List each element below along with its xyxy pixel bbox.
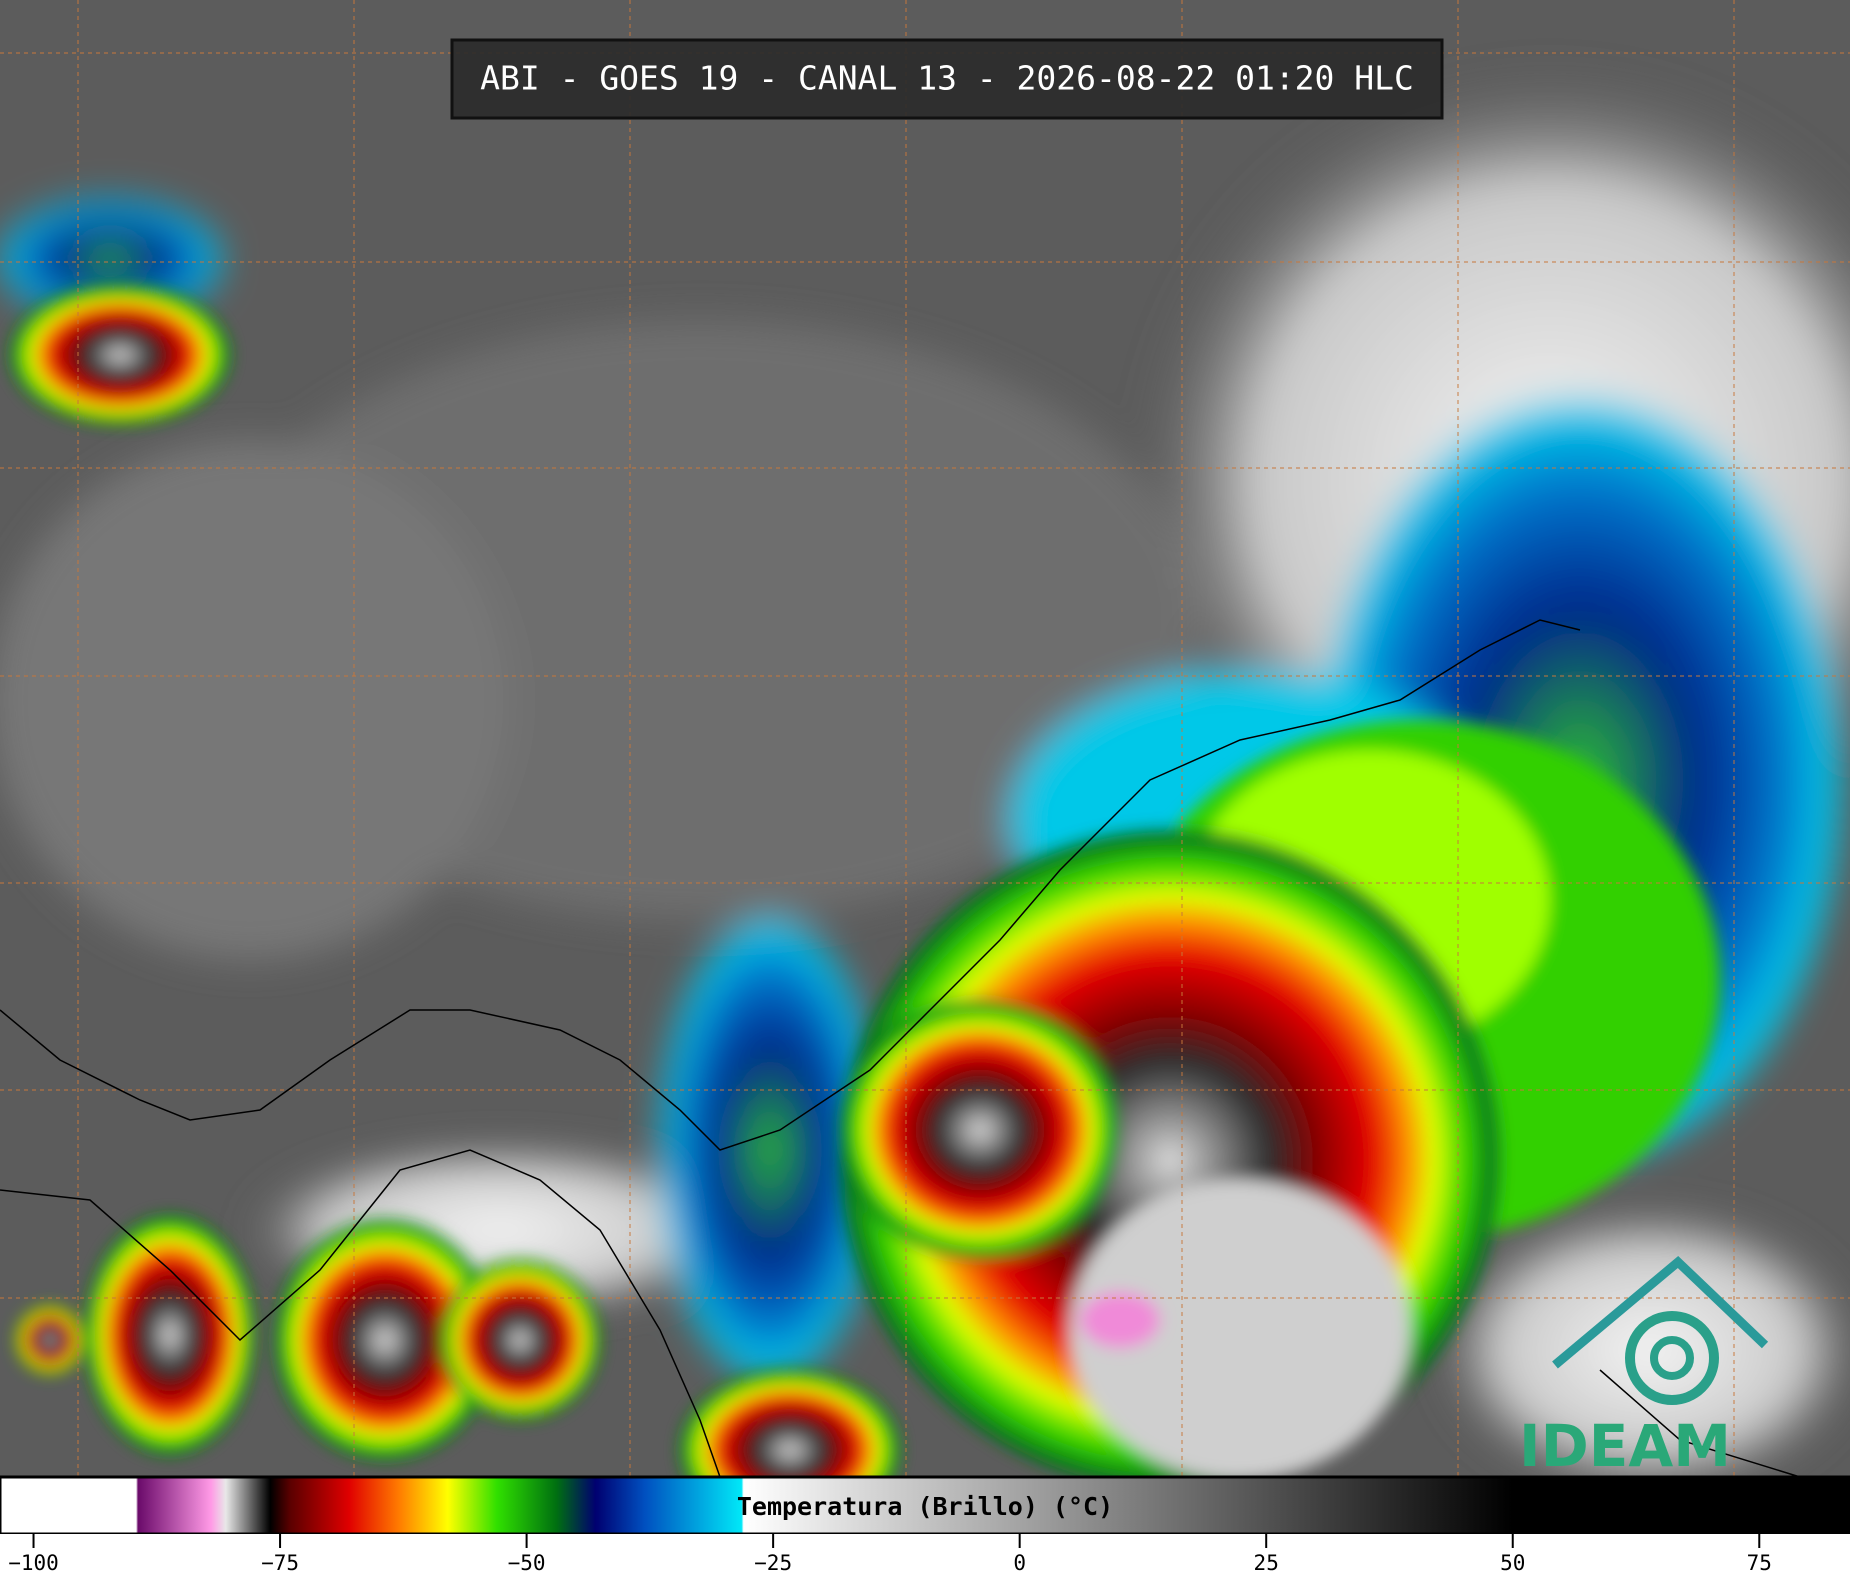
title: ABI - GOES 19 - CANAL 13 - 2026-08-22 01… [480,59,1414,98]
logo-text: IDEAM [1519,1412,1731,1480]
x-tick-label: −25 [754,1551,792,1575]
x-tick-label: −50 [508,1551,546,1575]
x-tick-label: 0 [1013,1551,1026,1575]
x-tick-label: 25 [1254,1551,1279,1575]
x-tick-label: −75 [261,1551,299,1575]
graticule [0,0,1850,1477]
colorbar: Temperatura (Brillo) (°C) −100 −75 −50 −25 0 2… [0,1475,1850,1577]
colorbar-label: Temperatura (Brillo) (°C) [737,1492,1113,1521]
logo: IDEAM [1519,1255,1769,1480]
colorbar-background [0,1534,1850,1577]
x-tick-label: 50 [1500,1551,1525,1575]
title-box [450,38,1444,120]
x-tick-label: 75 [1747,1551,1772,1575]
colorbar-bar [0,1475,1850,1536]
x-tick-label: −100 [8,1551,59,1575]
coastlines [0,619,1801,1478]
